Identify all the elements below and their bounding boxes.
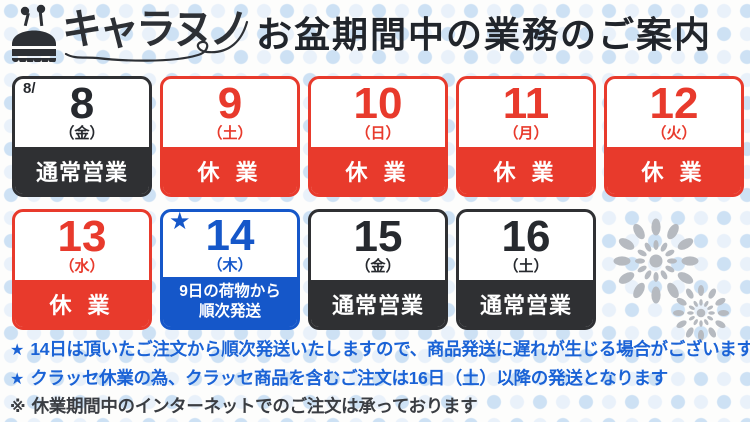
card-date: ★ 14 （木） xyxy=(163,212,297,277)
star-icon: ★ xyxy=(169,209,191,235)
note-classe-closure: ★ クラッセ休業の為、クラッセ商品を含むご注文は16日（土）以降の発送となります xyxy=(10,365,750,394)
status-badge: 9日の荷物から 順次発送 xyxy=(163,277,297,327)
note-text: 休業期間中のインターネットでのご注文は承っております xyxy=(31,396,478,416)
card-date: 9 （土） xyxy=(163,79,297,147)
card-date: 13 （水） xyxy=(15,212,149,280)
day-number: 11 xyxy=(502,79,550,129)
note-internet-orders: ※ 休業期間中のインターネットでのご注文は承っております xyxy=(10,393,750,422)
notes-section: ★ 14日は頂いたご注文から順次発送いたしますので、商品発送に遅れが生じる場合が… xyxy=(10,336,750,422)
page-title: お盆期間中の業務のご案内 xyxy=(256,14,713,55)
day-number: 16 xyxy=(501,212,551,262)
weekday-label: （金） xyxy=(59,125,105,143)
weekday-label: （金） xyxy=(355,258,401,276)
calendar-card-aug-11: 11 （月） 休 業 xyxy=(456,76,596,197)
firework-icon xyxy=(613,218,699,304)
note-shipping-delay: ★ 14日は頂いたご注文から順次発送いたしますので、商品発送に遅れが生じる場合が… xyxy=(10,336,750,365)
day-number: 15 xyxy=(353,212,403,262)
calendar-card-aug-12: 12 （火） 休 業 xyxy=(604,76,744,197)
day-number: 10 xyxy=(353,79,403,129)
weekday-label: （土） xyxy=(503,258,549,276)
status-line-2: 順次発送 xyxy=(198,303,261,320)
card-date: 8/ 8 （金） xyxy=(15,79,149,147)
note-text: 14日は頂いたご注文から順次発送いたしますので、商品発送に遅れが生じる場合がござ… xyxy=(30,339,750,359)
status-badge: 休 業 xyxy=(15,280,149,327)
star-icon: ★ xyxy=(10,342,25,359)
calendar-card-aug-16: 16 （土） 通常営業 xyxy=(456,209,596,330)
day-number: 12 xyxy=(649,79,699,129)
card-date: 16 （土） xyxy=(459,212,593,280)
brand-logo-text: キャラヌノ xyxy=(62,6,249,54)
month-prefix: 8/ xyxy=(23,80,36,97)
calendar-card-aug-10: 10 （日） 休 業 xyxy=(308,76,448,197)
calendar-card-aug-13: 13 （水） 休 業 xyxy=(12,209,152,330)
status-badge: 休 業 xyxy=(607,147,741,194)
status-badge: 通常営業 xyxy=(15,147,149,194)
pincushion-icon xyxy=(12,4,56,62)
day-number: 14 xyxy=(205,210,255,260)
status-badge: 通常営業 xyxy=(459,280,593,327)
weekday-label: （日） xyxy=(355,125,401,143)
status-badge: 休 業 xyxy=(459,147,593,194)
weekday-label: （木） xyxy=(207,256,253,274)
day-number: 9 xyxy=(217,79,243,129)
day-number: 13 xyxy=(57,212,107,262)
status-line-1: 9日の荷物から xyxy=(179,282,281,300)
card-date: 11 （月） xyxy=(459,79,593,147)
star-icon: ★ xyxy=(10,370,25,388)
card-date: 15 （金） xyxy=(311,212,445,280)
card-date: 10 （日） xyxy=(311,79,445,147)
reference-mark-icon: ※ xyxy=(10,399,26,416)
calendar-card-aug-9: 9 （土） 休 業 xyxy=(160,76,300,197)
day-number: 8 xyxy=(69,79,95,129)
calendar-card-aug-15: 15 （金） 通常営業 xyxy=(308,209,448,330)
weekday-label: （土） xyxy=(207,125,253,143)
note-text: クラッセ休業の為、クラッセ商品を含むご注文は16日（土）以降の発送となります xyxy=(30,367,668,388)
calendar-card-aug-14: ★ 14 （木） 9日の荷物から 順次発送 xyxy=(160,209,300,330)
status-badge: 休 業 xyxy=(163,147,297,194)
weekday-label: （火） xyxy=(651,125,697,143)
calendar-card-aug-8: 8/ 8 （金） 通常営業 xyxy=(12,76,152,197)
status-badge: 通常営業 xyxy=(311,280,445,327)
card-date: 12 （火） xyxy=(607,79,741,147)
status-badge: 休 業 xyxy=(311,147,445,194)
weekday-label: （水） xyxy=(59,258,105,276)
weekday-label: （月） xyxy=(503,125,549,143)
